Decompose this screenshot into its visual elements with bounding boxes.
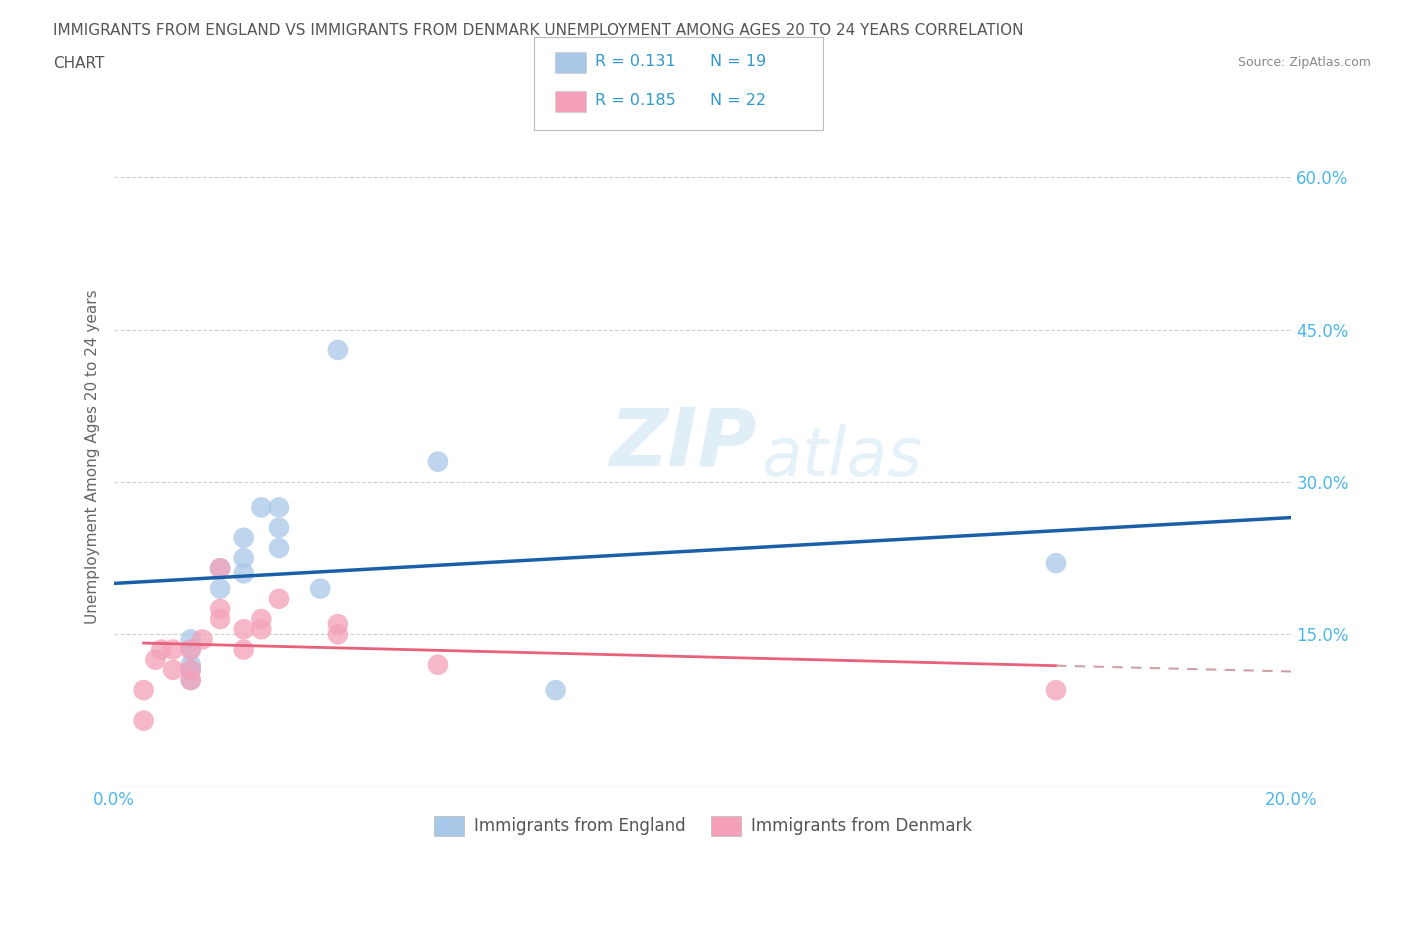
Point	[267, 591, 290, 606]
Point	[326, 617, 349, 631]
Point	[180, 662, 202, 677]
Point	[232, 622, 254, 637]
Point	[232, 642, 254, 657]
Point	[180, 672, 202, 687]
Point	[232, 566, 254, 581]
Text: atlas: atlas	[762, 423, 922, 489]
Point	[180, 662, 202, 677]
Point	[209, 602, 232, 617]
Text: R = 0.131: R = 0.131	[595, 54, 675, 69]
Point	[250, 622, 273, 637]
Point	[267, 540, 290, 555]
Text: N = 22: N = 22	[710, 93, 766, 108]
Text: Source: ZipAtlas.com: Source: ZipAtlas.com	[1237, 56, 1371, 69]
Point	[267, 520, 290, 535]
Point	[426, 454, 449, 469]
Point	[180, 672, 202, 687]
Point	[426, 658, 449, 672]
Point	[162, 642, 184, 657]
Point	[1045, 683, 1067, 698]
Text: ZIP: ZIP	[609, 405, 756, 483]
Y-axis label: Unemployment Among Ages 20 to 24 years: Unemployment Among Ages 20 to 24 years	[86, 289, 100, 624]
Point	[232, 551, 254, 565]
Point	[209, 581, 232, 596]
Point	[309, 581, 332, 596]
Point	[544, 683, 567, 698]
Point	[180, 642, 202, 657]
Point	[162, 662, 184, 677]
Point	[145, 652, 167, 667]
Point	[132, 713, 155, 728]
Point	[209, 561, 232, 576]
Text: IMMIGRANTS FROM ENGLAND VS IMMIGRANTS FROM DENMARK UNEMPLOYMENT AMONG AGES 20 TO: IMMIGRANTS FROM ENGLAND VS IMMIGRANTS FR…	[53, 23, 1024, 38]
Point	[191, 632, 214, 647]
Point	[232, 530, 254, 545]
Point	[326, 342, 349, 357]
Text: N = 19: N = 19	[710, 54, 766, 69]
Point	[1045, 556, 1067, 571]
Point	[132, 683, 155, 698]
Point	[180, 632, 202, 647]
Point	[180, 658, 202, 672]
Text: R = 0.185: R = 0.185	[595, 93, 675, 108]
Legend: Immigrants from England, Immigrants from Denmark: Immigrants from England, Immigrants from…	[426, 807, 980, 844]
Point	[180, 642, 202, 657]
Point	[209, 561, 232, 576]
Point	[326, 627, 349, 642]
Point	[267, 500, 290, 515]
Point	[150, 642, 173, 657]
Point	[209, 612, 232, 627]
Point	[250, 612, 273, 627]
Point	[250, 500, 273, 515]
Text: CHART: CHART	[53, 56, 105, 71]
